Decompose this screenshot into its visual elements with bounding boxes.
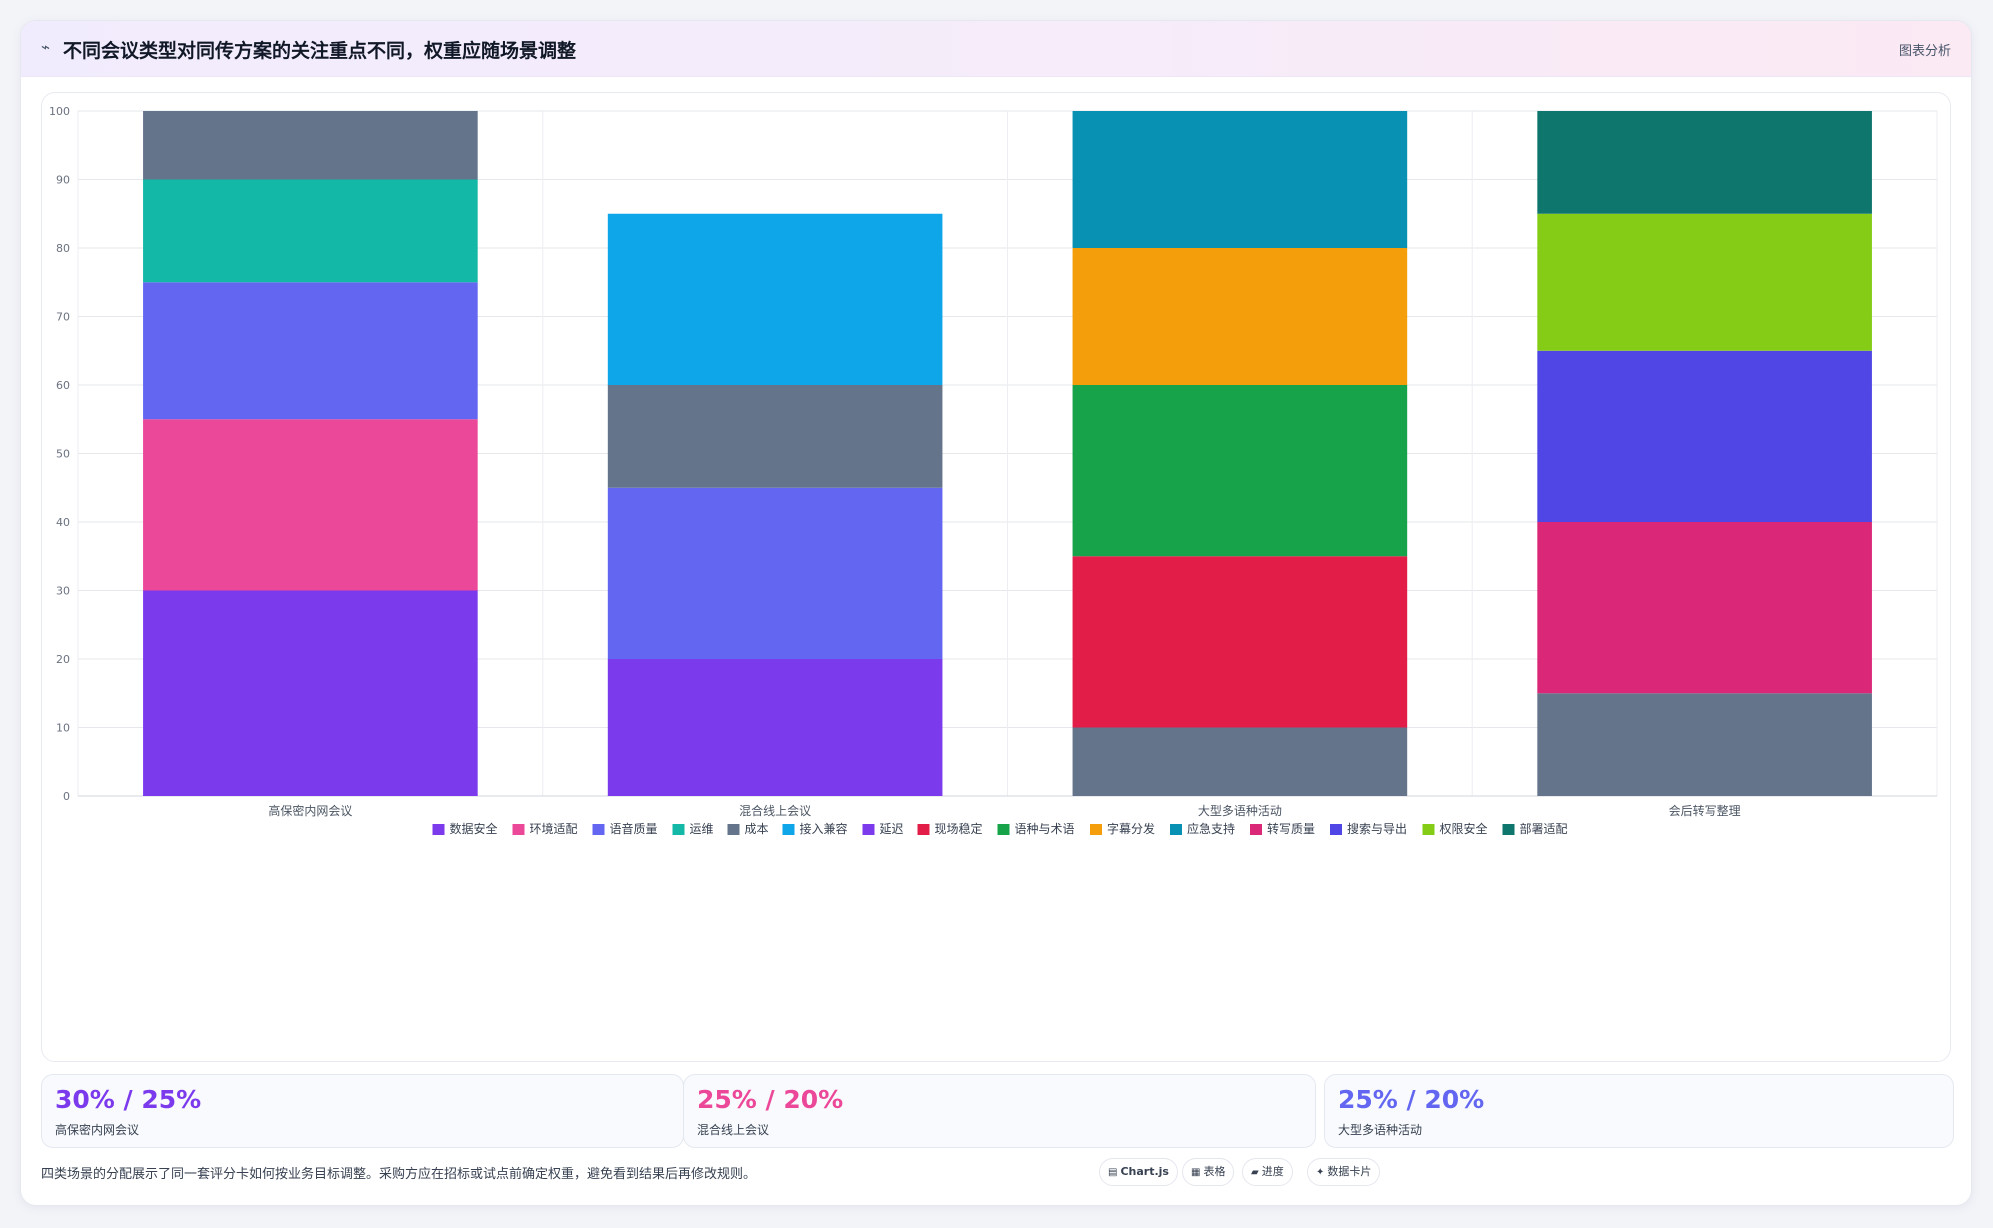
- legend-label: 转写质量: [1267, 821, 1315, 836]
- y-tick-label: 100: [49, 105, 70, 118]
- bar-segment: [607, 487, 943, 659]
- bar-segment: [1537, 350, 1872, 522]
- stat-label: 高保密内网会议: [55, 1123, 140, 1137]
- progress-chip[interactable]: ▰ 进度: [1242, 1158, 1293, 1186]
- legend-swatch: [1502, 824, 1515, 835]
- legend-swatch: [592, 824, 605, 835]
- bar-segment: [1072, 385, 1408, 557]
- bar-segment: [143, 179, 478, 283]
- card-title: 不同会议类型对同传方案的关注重点不同，权重应随场景调整: [63, 40, 577, 62]
- stat-value: 25% / 20%: [697, 1085, 844, 1114]
- bar-segment: [607, 213, 943, 385]
- x-tick-label: 高保密内网会议: [268, 803, 352, 818]
- bar-segment: [607, 385, 943, 488]
- x-tick-label: 大型多语种活动: [1198, 804, 1282, 818]
- chartjs-chip[interactable]: ▤ Chart.js: [1099, 1158, 1178, 1186]
- table-icon: ▦: [1191, 1167, 1201, 1178]
- y-tick-label: 30: [56, 585, 70, 598]
- progress-icon: ▰: [1251, 1167, 1259, 1178]
- y-tick-label: 80: [56, 242, 70, 255]
- bar-segment: [1072, 111, 1408, 248]
- chart-icon: ▤: [1108, 1167, 1118, 1178]
- legend-swatch: [1422, 824, 1435, 835]
- chart-panel: 0 10 20 30 40 50 60 70 80 90 100 高保密内网会议 混合线上会议 大型多语种…: [41, 92, 1951, 1062]
- legend-swatch: [727, 824, 740, 835]
- stat-label: 大型多语种活动: [1338, 1123, 1423, 1137]
- legend-label: 字幕分发: [1107, 821, 1155, 836]
- bar-segment: [1072, 556, 1408, 728]
- bar-segment: [1072, 727, 1408, 796]
- legend-label: 搜索与导出: [1347, 821, 1407, 836]
- x-tick-label: 会后转写整理: [1669, 803, 1741, 818]
- legend-label: 语音质量: [610, 821, 658, 836]
- bar-segment: [143, 111, 478, 180]
- stat-card-1: 30% / 25% 高保密内网会议: [41, 1074, 684, 1148]
- legend-swatch: [782, 824, 795, 835]
- stat-card-2: 25% / 20% 混合线上会议: [683, 1074, 1316, 1148]
- legend-swatch: [997, 824, 1010, 835]
- legend-swatch: [672, 824, 685, 835]
- legend-label: 成本: [745, 822, 769, 836]
- chart-analysis-link[interactable]: 图表分析: [1898, 44, 1951, 59]
- bar-segment: [1537, 111, 1872, 214]
- legend-label: 环境适配: [530, 821, 578, 836]
- card-header: ⌁ 不同会议类型对同传方案的关注重点不同，权重应随场景调整 图表分析: [21, 21, 1971, 77]
- bar-segment: [1537, 693, 1872, 796]
- stat-value: 25% / 20%: [1338, 1085, 1485, 1114]
- footnote: 四类场景的分配展示了同一套评分卡如何按业务目标调整。采购方应在招标或试点前确定权…: [41, 1167, 757, 1182]
- legend-label: 运维: [690, 822, 714, 836]
- y-tick-label: 0: [63, 790, 70, 803]
- y-tick-label: 40: [56, 516, 70, 529]
- legend-swatch: [1090, 824, 1102, 835]
- y-tick-label: 10: [56, 722, 70, 735]
- bar-segment: [1537, 213, 1872, 351]
- legend-label: 现场稳定: [935, 821, 983, 836]
- stacked-bar-chart: 0 10 20 30 40 50 60 70 80 90 100 高保密内网会议 混合线上会议 大型多语种…: [49, 105, 1938, 836]
- legend-swatch: [1330, 824, 1342, 835]
- legend-swatch: [1170, 824, 1182, 835]
- sparkle-icon: ✦: [1316, 1167, 1325, 1178]
- legend-swatch: [432, 824, 445, 835]
- legend-swatch: [862, 824, 875, 835]
- table-chip[interactable]: ▦ 表格: [1182, 1158, 1235, 1186]
- sparkline-icon: ⌁: [41, 38, 51, 56]
- bar-segment: [607, 659, 943, 796]
- bar-segment: [143, 282, 478, 420]
- stat-label: 混合线上会议: [697, 1123, 770, 1137]
- x-tick-label: 混合线上会议: [739, 803, 811, 818]
- data-card-chip[interactable]: ✦ 数据卡片: [1307, 1158, 1381, 1186]
- stat-card-3: 25% / 20% 大型多语种活动: [1324, 1074, 1954, 1148]
- y-tick-label: 70: [56, 311, 70, 324]
- bar-segment: [1072, 248, 1408, 385]
- bar-segment: [143, 590, 478, 796]
- bar-segment: [143, 419, 478, 591]
- legend-label: 接入兼容: [800, 821, 848, 836]
- legend-swatch: [917, 824, 930, 835]
- y-tick-label: 50: [56, 448, 70, 461]
- legend-label: 部署适配: [1520, 821, 1568, 836]
- y-tick-label: 20: [56, 653, 70, 666]
- legend-swatch: [512, 824, 525, 835]
- legend-label: 语种与术语: [1015, 822, 1075, 836]
- bar-segment: [1537, 522, 1872, 694]
- stat-value: 30% / 25%: [55, 1085, 202, 1114]
- legend-label: 数据安全: [450, 821, 498, 836]
- legend-label: 应急支持: [1187, 821, 1235, 836]
- chart-card: ⌁ 不同会议类型对同传方案的关注重点不同，权重应随场景调整 图表分析 0 10 20…: [20, 20, 1972, 1206]
- legend-label: 权限安全: [1440, 821, 1488, 836]
- y-tick-label: 90: [56, 174, 70, 187]
- y-tick-label: 60: [56, 379, 70, 392]
- legend-swatch: [1250, 824, 1262, 835]
- legend-label: 延迟: [880, 822, 904, 836]
